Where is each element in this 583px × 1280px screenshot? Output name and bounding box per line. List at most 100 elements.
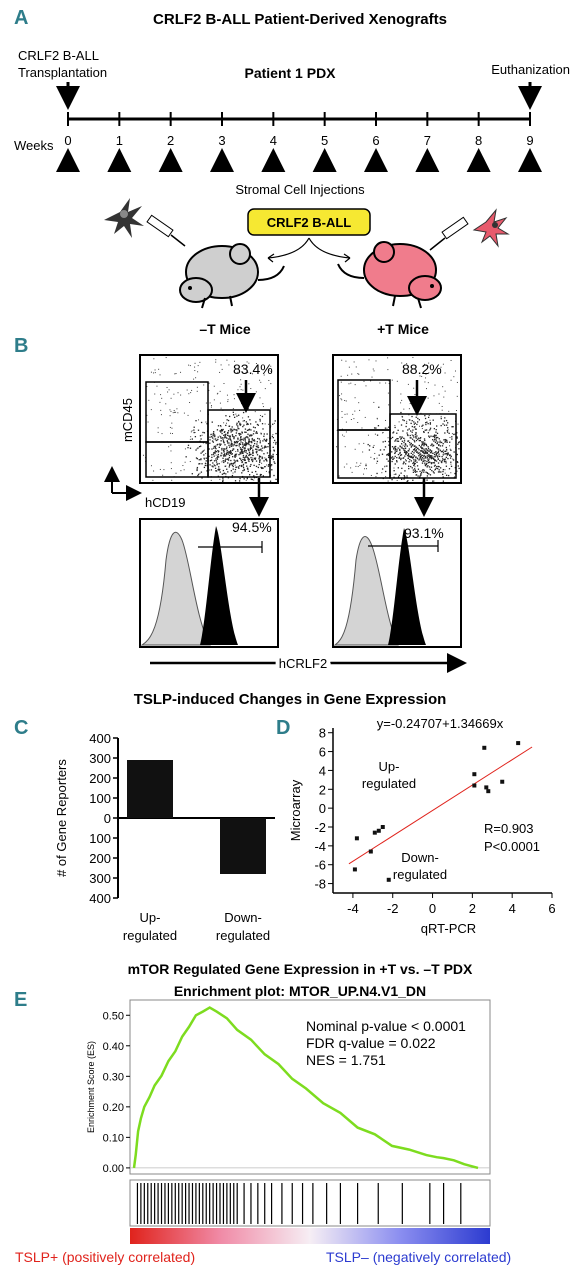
flow-event xyxy=(423,458,425,460)
flow-event xyxy=(203,466,206,469)
flow-event xyxy=(191,389,193,391)
flow-event xyxy=(368,359,370,361)
flow-event xyxy=(388,404,390,406)
flow-event xyxy=(411,425,413,428)
flow-event xyxy=(405,459,407,461)
flow-event xyxy=(212,453,215,455)
flow-event xyxy=(224,437,226,439)
flow-event xyxy=(203,449,205,451)
flow-event xyxy=(243,458,246,460)
flow-event xyxy=(188,393,190,395)
flow-event xyxy=(256,441,258,443)
flow-event xyxy=(445,462,447,464)
flow-event xyxy=(209,464,211,466)
flow-event xyxy=(273,422,275,424)
flow-event xyxy=(227,432,229,434)
flow-event xyxy=(234,461,236,463)
flow-event xyxy=(226,446,228,448)
flow-event xyxy=(423,430,425,433)
flow-event xyxy=(223,422,225,424)
flow-event xyxy=(202,450,204,452)
flow-event xyxy=(410,465,412,468)
flow-event xyxy=(259,420,261,422)
flow-event xyxy=(264,445,266,447)
flow-event xyxy=(358,443,360,445)
flow-event xyxy=(409,444,411,446)
flow-event xyxy=(394,452,396,454)
flow-event xyxy=(412,469,415,471)
flow-event xyxy=(424,417,427,420)
flow-event xyxy=(161,397,163,399)
flow-event xyxy=(237,450,239,452)
flow-event xyxy=(195,457,198,459)
flow-event xyxy=(403,408,405,410)
minus-mouse-icon xyxy=(179,243,285,309)
flow-event xyxy=(387,369,389,371)
flow-event xyxy=(429,428,431,431)
flow-event xyxy=(420,459,423,461)
flow-event xyxy=(387,392,389,394)
flow-event xyxy=(416,457,419,459)
flow-event xyxy=(448,468,451,470)
flow-event xyxy=(362,451,364,453)
flow-event xyxy=(228,466,230,468)
flow-event xyxy=(177,412,179,414)
flow-event xyxy=(437,448,439,450)
flow-event xyxy=(427,416,430,419)
flow-event xyxy=(438,444,440,446)
flow-event xyxy=(390,457,393,459)
flow-event xyxy=(249,454,251,456)
flow-event xyxy=(379,382,381,384)
flow-event xyxy=(227,399,229,401)
flow-event xyxy=(204,464,206,467)
flow-event xyxy=(222,479,224,481)
flow-event xyxy=(376,472,378,475)
flow-event xyxy=(401,399,403,401)
flow-event xyxy=(401,478,403,481)
scatter-point xyxy=(376,828,381,833)
flow-event xyxy=(234,442,236,444)
flow-event xyxy=(210,459,213,461)
flow-event xyxy=(260,381,262,383)
flow-event xyxy=(445,460,447,463)
flow-event xyxy=(170,444,172,446)
flow-event xyxy=(226,437,228,439)
flow-event xyxy=(454,433,456,435)
flow-event xyxy=(434,438,436,441)
stat-line: Nominal p-value < 0.0001 xyxy=(306,1018,466,1034)
week-label: 8 xyxy=(475,133,482,148)
flow-event xyxy=(242,470,244,472)
flow-event xyxy=(381,453,384,455)
flow-event xyxy=(200,452,202,454)
flow-event xyxy=(159,468,161,470)
flow-event xyxy=(433,453,436,456)
flow-event xyxy=(456,453,458,456)
flow-event xyxy=(443,424,446,426)
flow-event xyxy=(435,453,438,455)
flow-event xyxy=(422,451,425,454)
flow-event xyxy=(227,419,230,422)
flow-event xyxy=(146,414,148,416)
flow-event xyxy=(235,445,237,447)
y-tick-label: 400 xyxy=(89,891,111,906)
flow-event xyxy=(400,402,402,404)
flow-event xyxy=(242,425,244,428)
flow-event xyxy=(419,457,421,459)
flow-event xyxy=(447,452,449,454)
category-label: Down- xyxy=(224,910,262,925)
flow-event xyxy=(191,438,193,440)
flow-event xyxy=(211,421,213,423)
flow-event xyxy=(426,451,428,453)
flow-event xyxy=(413,455,416,457)
flow-event xyxy=(265,466,267,468)
flow-event xyxy=(407,440,409,443)
flow-event xyxy=(435,467,437,469)
flow-event xyxy=(236,371,238,373)
flow-event xyxy=(171,427,173,429)
flow-event xyxy=(400,458,402,461)
flow-event xyxy=(252,449,254,451)
flow-event xyxy=(248,440,250,442)
flow-event xyxy=(174,373,176,375)
x-tick-label: -2 xyxy=(387,901,399,916)
flow-event xyxy=(259,456,262,458)
